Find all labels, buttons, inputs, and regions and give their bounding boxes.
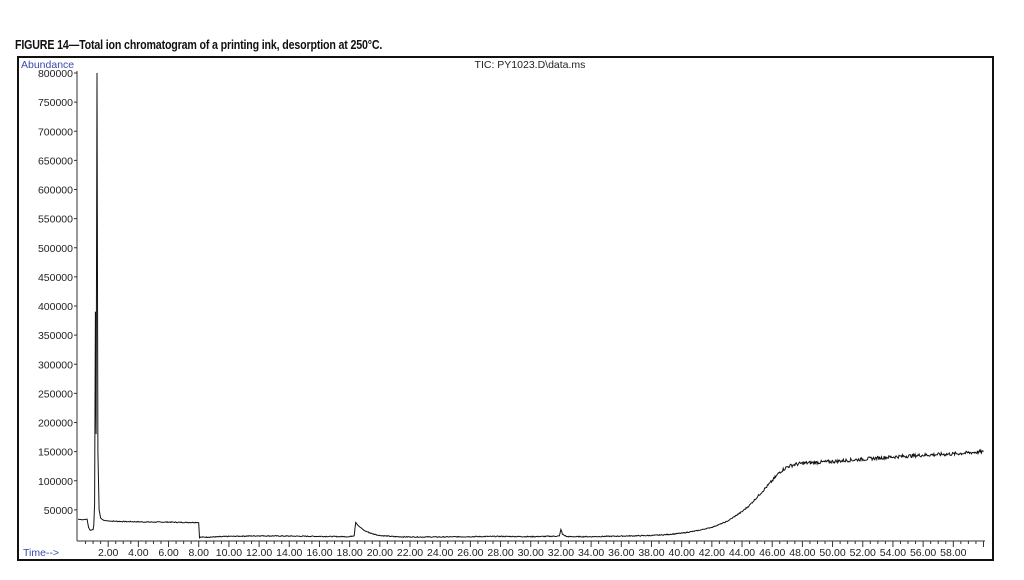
x-tick-label: 40.00	[669, 547, 695, 559]
x-tick-label: 8.00	[189, 547, 210, 559]
x-tick-label: 46.00	[759, 547, 785, 559]
y-tick-label: 700000	[38, 126, 73, 138]
y-tick-label: 450000	[38, 272, 73, 284]
x-tick-label: 20.00	[367, 547, 393, 559]
x-tick-label: 44.00	[729, 547, 755, 559]
figure-caption: FIGURE 14—Total ion chromatogram of a pr…	[15, 37, 383, 52]
x-axis-label: Time-->	[23, 547, 59, 559]
x-tick-label: 50.00	[819, 547, 845, 559]
y-tick-label: 550000	[38, 214, 73, 226]
y-tick-label: 250000	[38, 388, 73, 400]
y-tick-label: 650000	[38, 155, 73, 167]
y-tick-label: 300000	[38, 359, 73, 371]
x-tick-label: 6.00	[158, 547, 179, 559]
x-tick-label: 32.00	[548, 547, 574, 559]
chart-title: TIC: PY1023.D\data.ms	[475, 59, 586, 71]
x-tick-label: 18.00	[337, 547, 363, 559]
x-tick-label: 12.00	[246, 547, 272, 559]
y-tick-label: 350000	[38, 330, 73, 342]
y-tick-label: 500000	[38, 243, 73, 255]
x-tick-label: 36.00	[608, 547, 634, 559]
x-tick-label: 2.00	[98, 547, 119, 559]
y-tick-label: 800000	[38, 68, 73, 80]
x-tick-label: 56.00	[910, 547, 936, 559]
x-tick-label: 38.00	[638, 547, 664, 559]
y-tick-label: 50000	[44, 505, 73, 517]
x-tick-label: 58.00	[940, 547, 966, 559]
chart-frame	[17, 56, 994, 561]
x-tick-label: 26.00	[457, 547, 483, 559]
y-tick-label: 750000	[38, 97, 73, 109]
x-tick-label: 14.00	[276, 547, 302, 559]
x-tick-label: 22.00	[397, 547, 423, 559]
y-tick-label: 200000	[38, 418, 73, 430]
x-tick-label: 42.00	[699, 547, 725, 559]
x-tick-label: 52.00	[850, 547, 876, 559]
tic-trace-line	[77, 72, 984, 539]
x-tick-label: 34.00	[578, 547, 604, 559]
x-tick-label: 24.00	[427, 547, 453, 559]
x-tick-label: 54.00	[880, 547, 906, 559]
y-tick-label: 400000	[38, 301, 73, 313]
x-tick-label: 10.00	[216, 547, 242, 559]
x-tick-label: 4.00	[128, 547, 149, 559]
y-tick-label: 100000	[38, 476, 73, 488]
y-tick-label: 150000	[38, 447, 73, 459]
x-tick-label: 30.00	[518, 547, 544, 559]
y-axis-label: Abundance	[21, 59, 74, 71]
y-tick-label: 600000	[38, 185, 73, 197]
x-tick-label: 28.00	[487, 547, 513, 559]
x-tick-label: 16.00	[306, 547, 332, 559]
x-tick-label: 48.00	[789, 547, 815, 559]
